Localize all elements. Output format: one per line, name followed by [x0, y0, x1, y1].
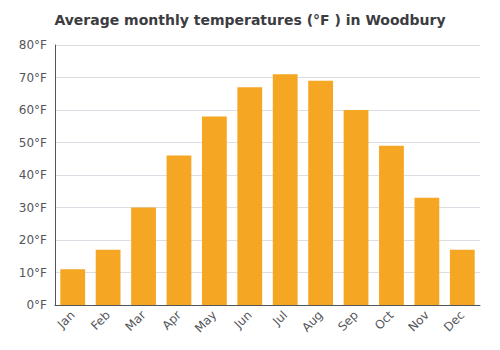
svg-text:Aug: Aug: [299, 308, 325, 334]
svg-text:Average monthly temperatures (: Average monthly temperatures (°F ) in Wo…: [54, 12, 445, 28]
svg-text:10°F: 10°F: [19, 266, 47, 280]
svg-text:Mar: Mar: [123, 308, 149, 334]
svg-text:Dec: Dec: [441, 308, 467, 334]
svg-text:70°F: 70°F: [19, 71, 47, 85]
svg-text:50°F: 50°F: [19, 136, 47, 150]
svg-text:80°F: 80°F: [19, 38, 47, 52]
svg-text:Oct: Oct: [372, 308, 397, 333]
svg-text:Jun: Jun: [231, 308, 255, 332]
svg-text:May: May: [192, 308, 219, 335]
svg-text:Sep: Sep: [335, 308, 361, 334]
svg-text:Jul: Jul: [269, 308, 290, 329]
svg-text:Apr: Apr: [159, 308, 184, 333]
svg-text:40°F: 40°F: [19, 168, 47, 182]
svg-text:Nov: Nov: [405, 308, 431, 334]
svg-text:Feb: Feb: [88, 308, 113, 333]
svg-text:Jan: Jan: [54, 308, 78, 332]
svg-text:0°F: 0°F: [26, 298, 47, 312]
svg-text:30°F: 30°F: [19, 201, 47, 215]
svg-text:20°F: 20°F: [19, 233, 47, 247]
svg-text:60°F: 60°F: [19, 103, 47, 117]
